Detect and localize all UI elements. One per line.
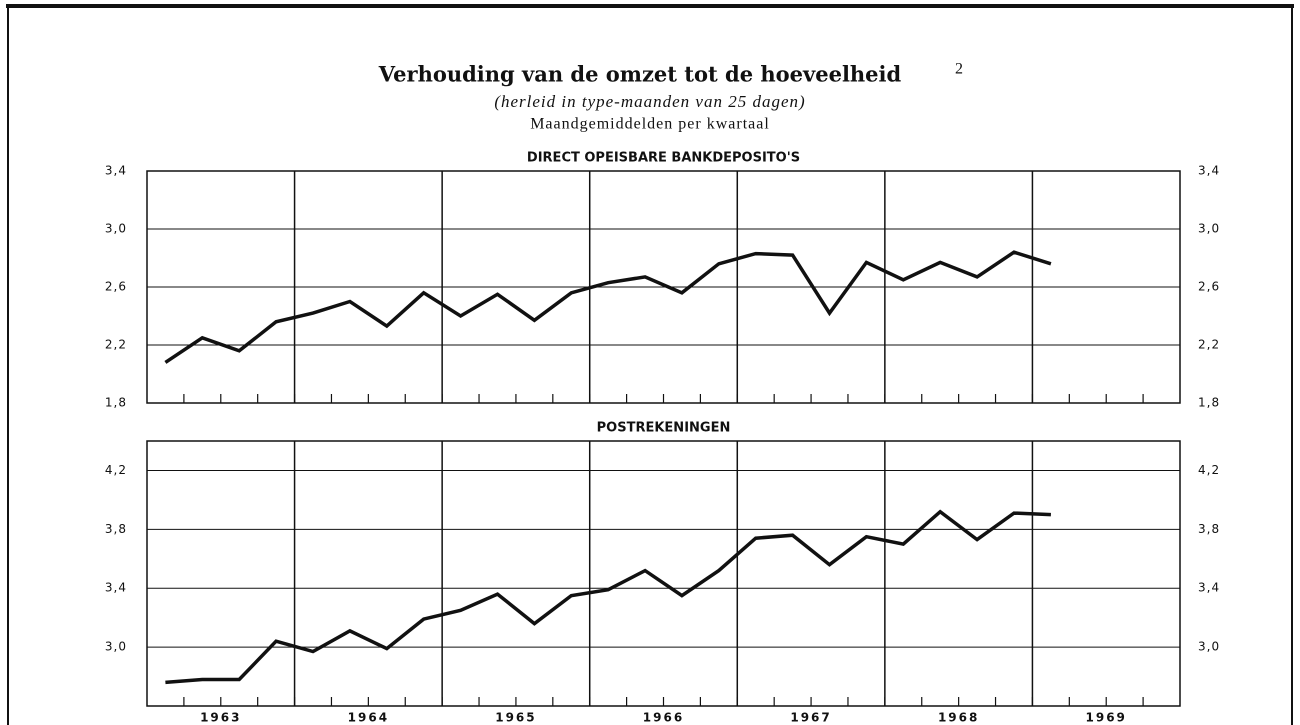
y2-tick-label: 2,6 — [1198, 280, 1220, 294]
x-tick-label: 1966 — [643, 711, 684, 725]
y-tick-label: 3,4 — [105, 581, 127, 595]
y-tick-label: 2,2 — [105, 338, 127, 352]
chart-title: POSTREKENINGEN — [597, 421, 731, 436]
y-tick-label: 3,8 — [105, 522, 127, 536]
x-tick-label: 1964 — [348, 711, 389, 725]
x-tick-label: 1969 — [1086, 711, 1127, 725]
y-tick-label: 1,8 — [105, 396, 127, 410]
title: Verhouding van de omzet tot de hoeveelhe… — [378, 62, 902, 87]
y2-tick-label: 3,0 — [1198, 640, 1220, 654]
plot-frame — [146, 440, 1181, 707]
title-note: 2 — [955, 61, 964, 78]
y2-tick-label: 2,2 — [1198, 338, 1220, 352]
y-tick-label: 2,6 — [105, 280, 127, 294]
y-tick-label: 3,0 — [105, 640, 127, 654]
y2-tick-label: 4,2 — [1198, 463, 1220, 477]
y-tick-label: 3,0 — [105, 222, 127, 236]
x-tick-label: 1968 — [938, 711, 979, 725]
subtitle: Maandgemiddelden per kwartaal — [530, 116, 770, 133]
y2-tick-label: 1,8 — [1198, 396, 1220, 410]
y2-tick-label: 3,8 — [1198, 522, 1220, 536]
y-tick-label: 3,4 — [105, 164, 127, 178]
chart-title: DIRECT OPEISBARE BANKDEPOSITO'S — [527, 151, 800, 166]
x-tick-label: 1965 — [495, 711, 536, 725]
y2-tick-label: 3,4 — [1198, 581, 1220, 595]
data-line — [165, 509, 1051, 685]
x-tick-label: 1963 — [200, 711, 241, 725]
data-line — [164, 250, 1052, 364]
y2-tick-label: 3,0 — [1198, 222, 1220, 236]
y-tick-label: 4,2 — [105, 463, 127, 477]
subtitle: (herleid in type-maanden van 25 dagen) — [494, 92, 805, 111]
y2-tick-label: 3,4 — [1198, 164, 1220, 178]
x-tick-label: 1967 — [790, 711, 831, 725]
